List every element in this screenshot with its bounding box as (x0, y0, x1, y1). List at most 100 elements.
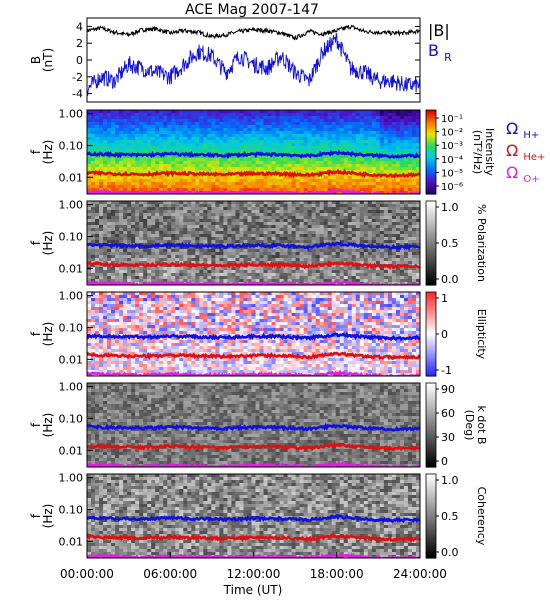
legend-h-plus-subscript: H+ (523, 130, 539, 141)
panel-intensity: f(Hz)1.000.100.0110⁻¹10⁻²10⁻³10⁻⁴10⁻⁵10⁻… (29, 108, 496, 195)
gyrofrequency-h-plus (87, 331, 420, 342)
panel-k-dot-b: f(Hz) 1.00 0.10 0.01 90 60 30 0 k dot B(Deg) (29, 381, 488, 468)
colorbar-polarization: 1.0 0.5 0.0 % Polarization (425, 200, 488, 286)
colorbar-intensity: 10⁻¹ 10⁻² 10⁻³ 10⁻⁴ 10⁻⁵ 10⁻⁶ Intensity(nT²/Hz… (425, 109, 496, 195)
ytick-label: 0.01 (59, 353, 84, 366)
spectrogram-k-dot-b (87, 383, 420, 467)
colorbar-unit: (nT²/Hz) (471, 130, 484, 174)
ytick-label: 0.10 (59, 230, 84, 243)
xtick-label: 18:00:00 (310, 567, 364, 581)
gyrofrequency-he-plus (87, 168, 420, 179)
spectral-panels: f(Hz)1.000.100.0110⁻¹10⁻²10⁻³10⁻⁴10⁻⁵10⁻… (29, 108, 496, 559)
legend-b-total: |B| (428, 21, 450, 40)
f-yunit: (Hz) (41, 322, 55, 347)
legend-o-plus-symbol: Ω (506, 163, 518, 182)
gyrofrequency-legend: Ω H+ Ω He+ Ω O+ (506, 119, 545, 185)
ytick-label: 1.00 (59, 290, 84, 303)
colorbar-label: Ellipticity (475, 309, 488, 360)
panel-frame (86, 291, 421, 377)
colorbar-tick-label: 0 (441, 328, 448, 341)
gyrofrequency-h-plus (87, 149, 420, 160)
ytick-label: 0.10 (59, 139, 84, 152)
legend-o-plus: Ω O+ (506, 163, 540, 185)
b-ylabel: B (29, 56, 43, 64)
spectrogram-ellipticity (87, 292, 420, 376)
spectrogram-coherency (87, 474, 420, 558)
colorbar-tick-label: 10⁻⁶ (441, 182, 463, 193)
gyrofrequency-he-plus (87, 441, 420, 452)
ytick-label: 1.00 (59, 472, 84, 485)
b-yunit: (nT) (41, 48, 55, 72)
colorbar-unit: (Deg) (463, 410, 476, 441)
ytick-label: 2 (76, 37, 83, 50)
gyrofrequency-h-plus (87, 241, 420, 251)
f-yunit: (Hz) (41, 413, 55, 438)
colorbar-tick-label: 10⁻⁵ (441, 168, 463, 179)
field-lines (86, 24, 421, 97)
xtick-label: 12:00:00 (227, 567, 281, 581)
colorbar-tick-label: -1 (441, 364, 452, 377)
xtick-label: 00:00:00 (60, 567, 114, 581)
f-ylabel: f (29, 240, 43, 245)
ytick-label: 1.00 (59, 199, 84, 212)
colorbar-tick-label: 1.0 (441, 201, 459, 214)
ytick-label: 0 (76, 54, 83, 67)
ytick-label: 1.00 (59, 381, 84, 394)
ytick-label: 0.01 (59, 444, 84, 457)
colorbar-tick-label: 0.5 (441, 237, 459, 250)
series-line-b-r (86, 32, 421, 97)
gyrofrequency-h-plus (87, 513, 420, 524)
xtick-label: 24:00:00 (393, 567, 447, 581)
panel-frame (86, 200, 421, 286)
xtick-label: 06:00:00 (143, 567, 197, 581)
ytick-label: 4 (76, 20, 83, 33)
gyrofrequency-he-plus (87, 532, 420, 543)
legend-h-plus: Ω H+ (506, 119, 539, 141)
f-yunit: (Hz) (41, 231, 55, 256)
ytick-label: 1.00 (59, 108, 84, 121)
gyrofrequency-o-plus (87, 369, 420, 376)
b-yticks: 4 2 0 -2 -4 (72, 20, 420, 101)
colorbar-tick-label: 10⁻² (441, 128, 463, 139)
colorbar-tick-label: 10⁻¹ (441, 114, 463, 125)
legend-b-r-symbol: B (428, 41, 439, 60)
colorbar-label: Intensity (483, 128, 496, 176)
colorbar-tick-label: 60 (441, 407, 455, 420)
colorbar-tick-label: 90 (441, 383, 455, 396)
legend-h-plus-symbol: Ω (506, 119, 518, 138)
legend-he-plus-subscript: He+ (523, 152, 545, 163)
colorbar-tick-label: 1.0 (441, 474, 459, 487)
colorbar-coherency: 1.0 0.5 0.0 Coherency (425, 473, 488, 559)
f-yunit: (Hz) (41, 140, 55, 165)
colorbar-tick-label: 0.5 (441, 510, 459, 523)
ytick-label: 0.01 (59, 535, 84, 548)
legend-he-plus-symbol: Ω (506, 141, 518, 160)
spectrogram-polarization (87, 201, 420, 285)
colorbar-tick-label: 10⁻³ (441, 141, 463, 152)
series-line-b-total (86, 24, 421, 41)
ytick-label: -2 (72, 71, 83, 84)
ytick-label: 0.10 (59, 503, 84, 516)
colorbar-ellipticity: 1 0 -1 Ellipticity (425, 291, 488, 377)
time-axis-ticks: 00:00:00 06:00:00 12:00:00 18:00:00 24:00:00 (60, 552, 447, 581)
ytick-label: 0.01 (59, 171, 84, 184)
panel-magnetic-field: B (nT) 4 2 0 -2 -4 |B| B R (29, 17, 452, 103)
colorbar-label: k dot B (475, 406, 488, 445)
ytick-label: 0.10 (59, 321, 84, 334)
panel-coherency: f(Hz) 1.00 0.10 0.01 1.0 0.5 0.0 Coherency (29, 472, 488, 559)
gyrofrequency-h-plus (87, 422, 420, 432)
colorbar-tick-label: 0 (441, 455, 448, 468)
panel-polarization: f(Hz) 1.00 0.10 0.01 1.0 0.5 0.0 % Polarization (29, 199, 488, 286)
gyrofrequency-he-plus (87, 259, 420, 270)
panel-frame (86, 382, 421, 468)
f-ylabel: f (29, 149, 43, 154)
colorbar-label: Coherency (475, 487, 488, 546)
f-ylabel: f (29, 513, 43, 518)
colorbar-label: % Polarization (475, 204, 488, 282)
gyrofrequency-he-plus (87, 351, 420, 361)
f-ylabel: f (29, 331, 43, 336)
colorbar-tick-label: 10⁻⁴ (441, 155, 463, 166)
spectrogram-intensity (87, 110, 420, 194)
f-ylabel: f (29, 422, 43, 427)
